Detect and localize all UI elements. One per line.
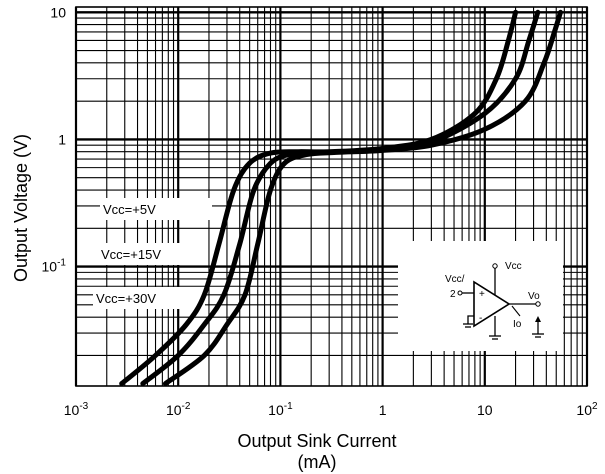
y-tick-label: 10-1 [42,258,67,275]
series-label-box [96,243,208,265]
series-label-boxes: Vcc=+5V Vcc=+15V Vcc=+30V [93,198,212,309]
x-axis-title: Output Sink Current [237,431,396,451]
opamp-symbol [473,280,511,328]
y-tick-label: 1 [58,131,66,147]
circuit-inset: Vcc/ 2 + - Vcc Vo Io [398,241,563,351]
inset-minus-sign: - [479,313,482,324]
input-minus-wire [467,315,474,324]
inset-background [398,241,563,351]
plot-frame [75,6,588,387]
x-tick-label: 10-1 [268,401,293,418]
series-label-1: Vcc=+5V [103,202,156,217]
vcc-terminal [492,263,498,269]
inset-vo-label: Vo [528,291,540,302]
x-tick-label: 10-2 [166,401,191,418]
y-tick-label: 10 [50,4,66,20]
inset-pin2-label: 2 [450,289,456,300]
input-plus-terminal [457,290,463,296]
series-label-box [100,198,212,220]
series-line-1 [119,9,519,387]
output-terminal [535,301,541,307]
series-label-3: Vcc=+30V [96,291,156,306]
inset-plus-sign: + [479,289,485,300]
series-line-2 [140,9,541,387]
series-label-box [93,287,205,309]
x-tick-label: 102 [576,401,598,418]
x-tick-label: 1 [379,402,387,418]
series-label-2: Vcc=+15V [101,247,161,262]
series-line-3 [162,9,563,387]
x-tick-label: 10-3 [64,401,89,418]
series-lines [119,9,563,387]
inset-vcc-slash-label: Vcc/ [445,274,465,285]
tick-labels: 10-3 10-2 10-1 1 10 102 10 1 10-1 [42,4,598,418]
y-axis-title: Output Voltage (V) [11,134,31,282]
io-arrow-line [511,305,521,317]
inset-io-label: Io [513,319,522,330]
inset-vcc-label: Vcc [505,261,522,272]
x-axis-unit: (mA) [298,452,337,472]
io-arrow-icon [535,316,541,322]
x-tick-label: 10 [477,402,493,418]
